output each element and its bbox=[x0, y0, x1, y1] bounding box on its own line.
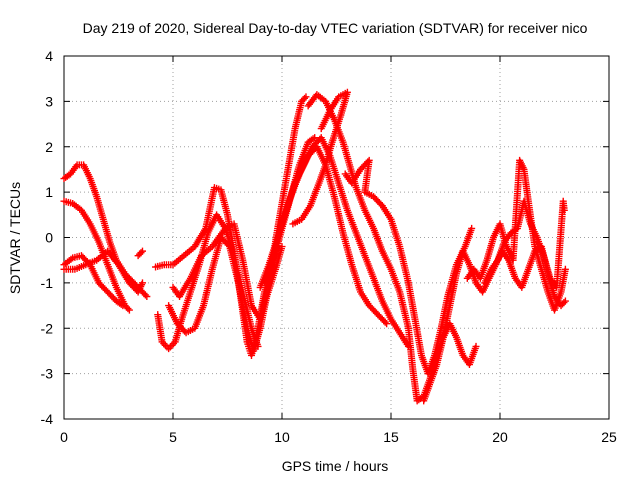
data-point-marker bbox=[161, 341, 169, 349]
data-point-marker bbox=[472, 342, 480, 350]
data-point-marker bbox=[124, 305, 132, 313]
y-tick-label: -2 bbox=[41, 320, 54, 336]
series-track-13 bbox=[289, 88, 351, 228]
data-point-marker bbox=[119, 302, 127, 310]
data-point-marker bbox=[168, 341, 176, 349]
y-tick-label: 0 bbox=[45, 230, 53, 246]
x-axis-label: GPS time / hours bbox=[282, 458, 389, 474]
x-tick-label: 25 bbox=[601, 429, 617, 445]
x-tick-label: 20 bbox=[492, 429, 508, 445]
data-point-marker bbox=[278, 243, 286, 251]
y-tick-label: -3 bbox=[41, 366, 54, 382]
y-tick-label: 3 bbox=[45, 93, 53, 109]
y-tick-label: -4 bbox=[41, 411, 54, 427]
data-point-marker bbox=[165, 345, 173, 353]
data-point-marker bbox=[143, 292, 151, 300]
x-tick-label: 0 bbox=[60, 429, 68, 445]
data-point-marker bbox=[301, 94, 309, 102]
data-point-marker bbox=[468, 224, 476, 232]
data-point-marker bbox=[560, 299, 568, 307]
y-axis-label: SDTVAR / TECUs bbox=[7, 182, 23, 294]
chart-title: Day 219 of 2020, Sidereal Day-to-day VTE… bbox=[83, 20, 588, 36]
x-tick-labels: 0 5 10 15 20 25 bbox=[60, 429, 617, 445]
series-track-10 bbox=[256, 134, 412, 350]
axis-ticks bbox=[63, 55, 610, 420]
data-point-marker bbox=[125, 306, 133, 314]
series-track-17 bbox=[481, 197, 568, 291]
series-track-2 bbox=[60, 197, 133, 314]
x-tick-label: 10 bbox=[274, 429, 290, 445]
series-track-1 bbox=[60, 161, 151, 300]
series-track-5 bbox=[134, 247, 146, 260]
y-tick-label: -1 bbox=[41, 275, 54, 291]
data-points bbox=[60, 88, 569, 405]
y-tick-labels: -4 -3 -2 -1 0 1 2 3 4 bbox=[41, 48, 54, 427]
data-point-marker bbox=[85, 259, 93, 267]
series-track-4 bbox=[60, 252, 127, 310]
data-point-marker bbox=[141, 291, 149, 299]
series-track-16 bbox=[463, 156, 569, 314]
y-tick-label: 1 bbox=[45, 184, 53, 200]
data-point-marker bbox=[311, 134, 319, 142]
y-tick-label: 2 bbox=[45, 139, 53, 155]
series-track-11 bbox=[261, 143, 391, 328]
data-point-marker bbox=[138, 279, 146, 287]
data-point-marker bbox=[138, 247, 146, 255]
grid bbox=[64, 56, 609, 419]
data-point-marker bbox=[137, 249, 145, 257]
data-point-marker bbox=[383, 320, 391, 328]
data-point-marker bbox=[302, 93, 310, 101]
data-point-marker bbox=[561, 297, 569, 305]
series-track-3 bbox=[60, 247, 146, 296]
data-point-marker bbox=[381, 318, 389, 326]
y-tick-label: 4 bbox=[45, 48, 53, 64]
data-point-marker bbox=[561, 265, 569, 273]
x-tick-label: 5 bbox=[169, 429, 177, 445]
x-tick-label: 15 bbox=[383, 429, 399, 445]
data-point-marker bbox=[289, 220, 297, 228]
data-point-marker bbox=[560, 206, 568, 214]
